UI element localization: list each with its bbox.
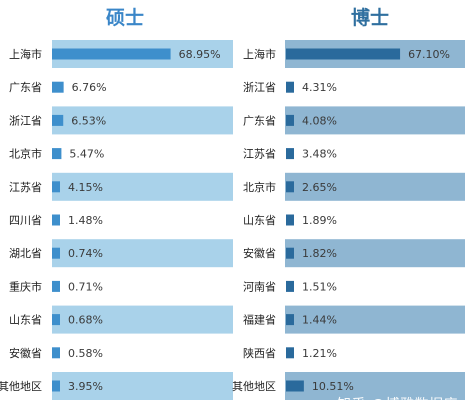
masters-value-label: 6.76% xyxy=(72,81,107,94)
masters-title: 硕士 xyxy=(106,7,144,29)
doctors-value-label: 4.08% xyxy=(302,114,337,127)
doctors-category-label: 安徽省 xyxy=(243,246,276,260)
doctors-bar xyxy=(286,81,294,93)
doctors-bar xyxy=(286,314,294,326)
doctors-category-label: 江苏省 xyxy=(243,148,276,161)
doctors-category-label: 河南省 xyxy=(243,280,276,293)
doctors-value-label: 2.65% xyxy=(302,181,337,194)
masters-bar xyxy=(52,48,171,60)
masters-category-label: 上海市 xyxy=(9,47,42,61)
masters-category-label: 江苏省 xyxy=(9,181,42,194)
doctors-category-label: 山东省 xyxy=(243,214,276,227)
doctors-bar xyxy=(286,148,294,160)
doctors-value-label: 10.51% xyxy=(312,380,354,393)
watermark: 知乎 @博雅数据库 xyxy=(337,397,458,413)
masters-category-label: 重庆市 xyxy=(9,279,42,293)
doctors-value-label: 67.10% xyxy=(408,48,450,61)
doctors-value-label: 3.48% xyxy=(302,148,337,161)
doctors-value-label: 1.44% xyxy=(302,314,337,327)
doctors-category-label: 福建省 xyxy=(243,313,276,327)
masters-category-label: 四川省 xyxy=(9,214,42,227)
masters-bar xyxy=(52,247,60,259)
masters-value-label: 0.71% xyxy=(68,280,103,293)
masters-value-label: 0.68% xyxy=(68,314,103,327)
masters-row-band xyxy=(52,372,233,400)
masters-bar xyxy=(52,280,60,292)
masters-value-label: 6.53% xyxy=(71,114,106,127)
doctors-bar xyxy=(286,114,294,126)
masters-bar xyxy=(52,181,60,193)
doctors-bar xyxy=(286,48,401,60)
doctors-title: 博士 xyxy=(351,6,389,29)
masters-bar xyxy=(52,347,60,359)
doctors-row-band xyxy=(285,106,465,135)
masters-category-label: 浙江省 xyxy=(9,114,42,127)
doctors-value-label: 1.21% xyxy=(302,347,337,360)
doctors-value-label: 1.82% xyxy=(302,247,337,260)
masters-value-label: 0.58% xyxy=(68,347,103,360)
doctors-row-band xyxy=(285,172,465,201)
masters-bar xyxy=(52,81,64,93)
doctors-category-label: 上海市 xyxy=(243,47,276,61)
doctors-bar xyxy=(286,214,294,226)
doctors-category-label: 其他地区 xyxy=(232,380,276,393)
masters-row-band xyxy=(52,239,233,268)
doctors-bar xyxy=(286,347,294,359)
masters-value-label: 1.48% xyxy=(68,214,103,227)
masters-category-label: 广东省 xyxy=(9,81,42,94)
doctors-row-band xyxy=(285,372,465,400)
masters-value-label: 3.95% xyxy=(68,380,103,393)
doctors-value-label: 1.51% xyxy=(302,280,337,293)
doctors-category-label: 陕西省 xyxy=(243,346,276,360)
masters-bar xyxy=(52,114,64,126)
masters-bar xyxy=(52,380,60,392)
doctors-bar xyxy=(286,247,294,259)
doctors-bar xyxy=(286,181,294,193)
masters-row-band xyxy=(52,106,233,135)
doctors-row-band xyxy=(285,239,465,268)
doctors-category-label: 广东省 xyxy=(243,114,276,127)
doctors-bar xyxy=(286,280,294,292)
doctors-value-label: 1.89% xyxy=(302,214,337,227)
masters-bar xyxy=(52,314,60,326)
masters-value-label: 5.47% xyxy=(69,148,104,161)
masters-value-label: 0.74% xyxy=(68,247,103,260)
masters-category-label: 安徽省 xyxy=(9,346,42,360)
masters-bar xyxy=(52,148,62,160)
masters-value-label: 68.95% xyxy=(179,48,221,61)
doctors-row-band xyxy=(285,305,465,334)
masters-category-label: 湖北省 xyxy=(9,247,42,260)
masters-row-band xyxy=(52,172,233,201)
doctors-bar xyxy=(286,380,304,392)
masters-category-label: 其他地区 xyxy=(0,380,42,393)
masters-bar xyxy=(52,214,60,226)
doctors-category-label: 浙江省 xyxy=(243,81,276,94)
masters-value-label: 4.15% xyxy=(68,181,103,194)
doctors-value-label: 4.31% xyxy=(302,81,337,94)
masters-row-band xyxy=(52,305,233,334)
doctors-category-label: 北京市 xyxy=(243,180,276,194)
masters-category-label: 山东省 xyxy=(9,314,42,327)
masters-category-label: 北京市 xyxy=(9,147,42,161)
